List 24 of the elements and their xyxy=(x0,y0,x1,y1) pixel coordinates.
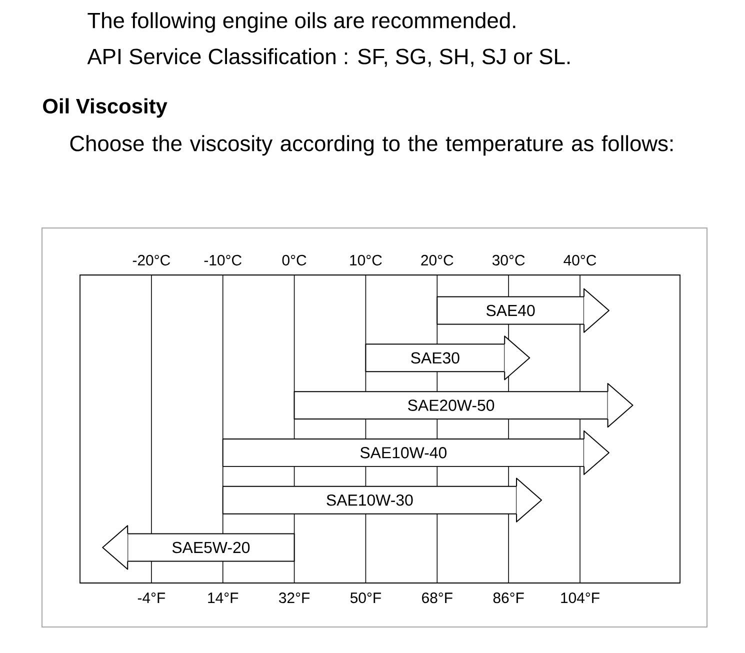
x-tick-label: 104°F xyxy=(561,592,600,604)
y-tick-label: SAE20W-50 xyxy=(408,400,494,411)
x-tick-label: 86°F xyxy=(493,592,524,604)
x-tick-label: 50°F xyxy=(350,592,381,604)
y-tick-label: SAE30 xyxy=(411,352,460,364)
y-tick-label: SAE10W-30 xyxy=(326,494,413,506)
x2-tick-label: 20°C xyxy=(421,254,454,266)
x-tick-label: 68°F xyxy=(422,592,452,604)
text: API Service Classification : SF, SG, SH, SJ or SL. xyxy=(87,48,570,67)
y-tick-label: SAE40 xyxy=(486,304,535,316)
x2-tick-label: -10°C xyxy=(204,254,242,266)
chart-subtitle: Choose the viscosity according to the temperature as follows: xyxy=(70,135,673,156)
chart-title: Oil Viscosity xyxy=(43,98,168,118)
x2-tick-label: -20°C xyxy=(132,254,170,266)
x-tick-label: 32°F xyxy=(278,592,310,604)
y-tick-label: SAE10W-40 xyxy=(360,447,446,458)
y-tick-label: SAE5W-20 xyxy=(172,542,250,554)
x-tick-label: -4°F xyxy=(138,592,166,603)
text: The following engine oils are recommended. xyxy=(88,12,516,33)
x2-tick-label: 0°C xyxy=(282,254,306,266)
x2-tick-label: 40°C xyxy=(564,254,596,266)
x-tick-label: 14°F xyxy=(208,592,238,603)
x2-tick-label: 30°C xyxy=(492,254,525,266)
x2-tick-label: 10°C xyxy=(350,254,382,266)
